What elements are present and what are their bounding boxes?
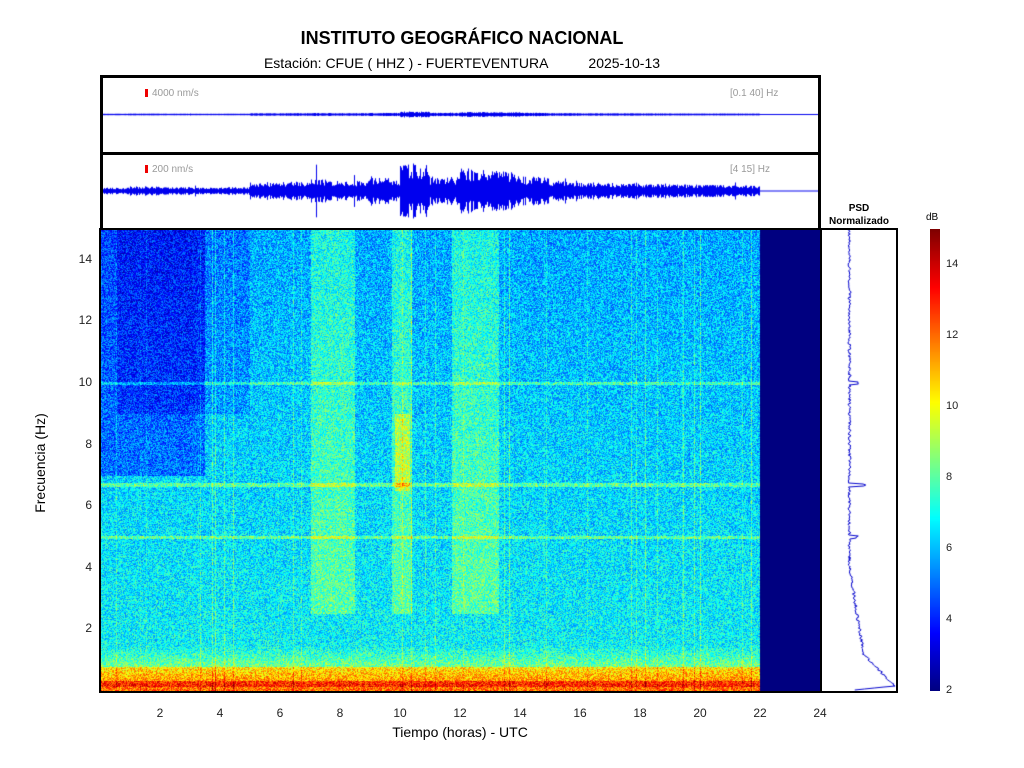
trace-1-band: [0.1 40] Hz xyxy=(730,88,779,99)
colorbar-tick-label: 14 xyxy=(946,257,959,270)
x-tick-label: 2 xyxy=(156,706,164,720)
x-tick-label: 10 xyxy=(393,706,407,720)
y-tick-label: 12 xyxy=(78,313,92,328)
x-axis-label: Tiempo (horas) - UTC xyxy=(392,724,528,740)
psd-title-2: Normalizado xyxy=(828,216,889,227)
trace-panel-1 xyxy=(100,75,821,155)
colorbar-tick-label: 2 xyxy=(946,684,953,696)
colorbar xyxy=(930,229,940,691)
x-tick-label: 16 xyxy=(573,706,587,720)
broadband-trace xyxy=(100,76,820,153)
trace-2-band: [4 15] Hz xyxy=(730,164,771,175)
y-tick-label: 4 xyxy=(85,559,92,574)
chart-subtitle: Estación: CFUE ( HHZ ) - FUERTEVENTURA 20… xyxy=(0,55,924,71)
colorbar-tick-label: 4 xyxy=(946,612,953,625)
x-tick-label: 24 xyxy=(813,706,827,720)
spectrogram xyxy=(100,229,820,691)
x-tick-label: 4 xyxy=(216,706,224,720)
trace-panel-2 xyxy=(100,152,821,231)
x-tick-label: 12 xyxy=(453,706,467,720)
y-tick-label: 2 xyxy=(85,621,92,636)
x-tick-label: 22 xyxy=(753,706,767,720)
colorbar-tick-label: 6 xyxy=(946,541,953,554)
psd-curve xyxy=(820,229,896,691)
psd-frame xyxy=(820,228,898,693)
colorbar-tick-label: 8 xyxy=(946,470,953,483)
scale-bar-icon xyxy=(145,165,148,173)
colorbar-tick-label: 10 xyxy=(946,399,959,412)
trace-2-scale-text: 200 nm/s xyxy=(152,164,194,175)
x-tick-label: 6 xyxy=(276,706,284,720)
trace-2-scale: 200 nm/s xyxy=(145,164,193,175)
psd-title: PSD Normalizado xyxy=(820,202,898,228)
colorbar-tick-label: 12 xyxy=(946,328,959,341)
trace-1-scale: 4000 nm/s xyxy=(145,88,199,99)
colorbar-label: dB xyxy=(926,212,939,223)
x-tick-label: 8 xyxy=(336,706,344,720)
x-tick-label: 18 xyxy=(633,706,647,720)
y-axis-label: Frecuencia (Hz) xyxy=(32,413,48,513)
x-tick-label: 14 xyxy=(513,706,527,720)
trace-1-scale-text: 4000 nm/s xyxy=(152,88,199,99)
station-label: Estación: CFUE ( HHZ ) - FUERTEVENTURA xyxy=(263,55,549,71)
x-tick-label: 20 xyxy=(693,706,707,720)
spectrogram-frame xyxy=(99,228,822,693)
filtered-trace xyxy=(100,153,820,229)
date-label: 2025-10-13 xyxy=(588,55,661,71)
psd-title-1: PSD xyxy=(848,203,870,214)
y-tick-label: 14 xyxy=(78,251,92,266)
y-tick-label: 8 xyxy=(85,436,92,451)
y-tick-label: 10 xyxy=(78,375,92,389)
y-tick-label: 6 xyxy=(85,498,92,513)
chart-title: INSTITUTO GEOGRÁFICO NACIONAL xyxy=(300,28,624,48)
scale-bar-icon xyxy=(145,89,148,97)
